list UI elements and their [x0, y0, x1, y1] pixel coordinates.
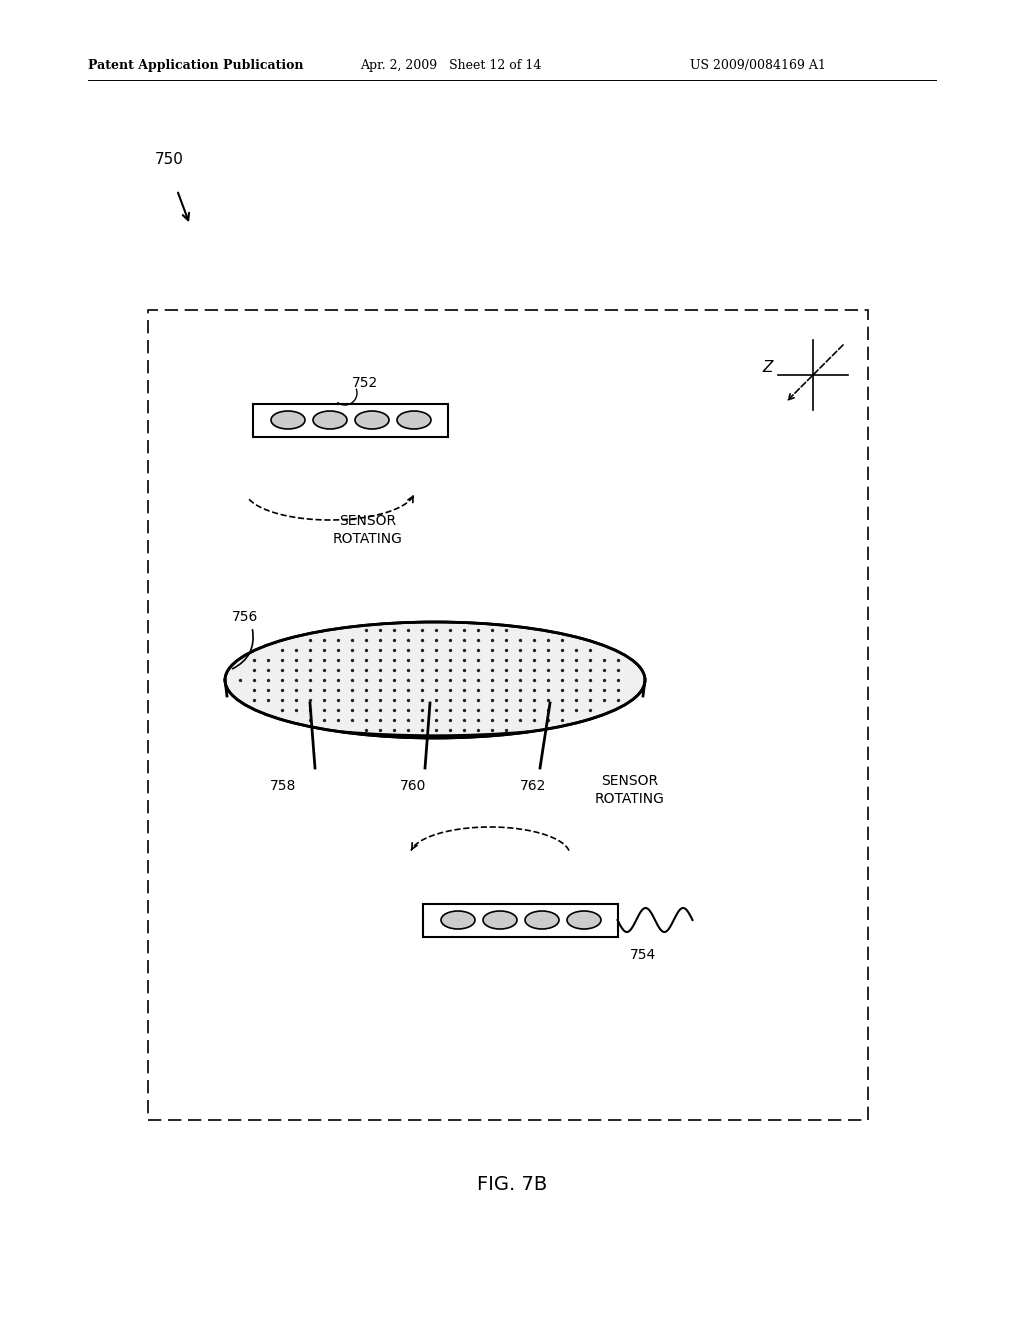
- Text: Z: Z: [763, 359, 773, 375]
- Text: Patent Application Publication: Patent Application Publication: [88, 58, 303, 71]
- Text: 756: 756: [232, 610, 258, 624]
- Ellipse shape: [271, 411, 305, 429]
- Text: Apr. 2, 2009   Sheet 12 of 14: Apr. 2, 2009 Sheet 12 of 14: [360, 58, 542, 71]
- Text: FIG. 7B: FIG. 7B: [477, 1176, 547, 1195]
- Text: 752: 752: [352, 376, 378, 389]
- Text: US 2009/0084169 A1: US 2009/0084169 A1: [690, 58, 826, 71]
- Bar: [253, 404, 447, 437]
- Ellipse shape: [313, 411, 347, 429]
- Text: SENSOR
ROTATING: SENSOR ROTATING: [333, 513, 402, 546]
- Text: SENSOR
ROTATING: SENSOR ROTATING: [595, 774, 665, 807]
- Ellipse shape: [483, 911, 517, 929]
- Ellipse shape: [567, 911, 601, 929]
- Text: 762: 762: [520, 779, 547, 793]
- Ellipse shape: [225, 622, 645, 738]
- Ellipse shape: [441, 911, 475, 929]
- Text: 754: 754: [630, 948, 656, 962]
- Text: 758: 758: [270, 779, 296, 793]
- Ellipse shape: [397, 411, 431, 429]
- Text: 750: 750: [155, 153, 184, 168]
- Ellipse shape: [355, 411, 389, 429]
- Bar: [148, 310, 868, 1119]
- Text: 760: 760: [400, 779, 426, 793]
- Bar: [423, 903, 617, 936]
- Ellipse shape: [525, 911, 559, 929]
